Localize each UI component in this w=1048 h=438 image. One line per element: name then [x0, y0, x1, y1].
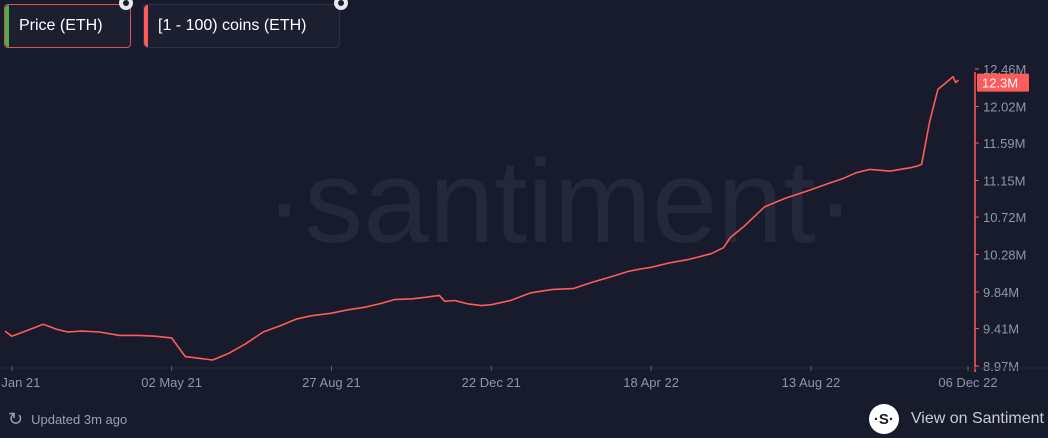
santiment-watermark: ·santiment·	[265, 136, 855, 268]
refresh-icon[interactable]: ↻	[8, 409, 24, 429]
x-tick-label: 02 May 21	[141, 375, 202, 390]
y-tick-label: 12.46M	[983, 62, 1026, 77]
y-tick-label: 12.02M	[983, 99, 1026, 114]
x-tick-label: 05 Jan 21	[0, 375, 40, 390]
legend-price-label: Price (ETH)	[19, 17, 103, 34]
x-tick-label: 27 Aug 21	[302, 375, 361, 390]
legend-coins-eth[interactable]: [1 - 100) coins (ETH)	[143, 4, 340, 48]
x-tick-label: 22 Dec 21	[462, 375, 521, 390]
x-tick-label: 13 Aug 22	[782, 375, 841, 390]
x-tick-label: 06 Dec 22	[938, 375, 997, 390]
x-tick-label: 18 Apr 22	[623, 375, 679, 390]
view-on-santiment-text: View on Santiment	[910, 410, 1044, 427]
updated-text: Updated 3m ago	[31, 411, 128, 427]
series-line	[4, 75, 959, 361]
pin-icon[interactable]	[119, 0, 133, 10]
legend-coins-label: [1 - 100) coins (ETH)	[158, 17, 307, 34]
y-tick-label: 11.15M	[983, 173, 1025, 188]
chart: ·santiment· 12.46M 12.02M 11.59M 11.15M 10.7…	[0, 62, 1048, 390]
y-tick-label: 9.84M	[983, 285, 1019, 300]
y-tick-label: 8.97M	[983, 359, 1019, 374]
y-tick-label: 10.28M	[983, 248, 1026, 263]
view-on-santiment-link[interactable]: ·S· View on Santiment	[868, 404, 1044, 434]
updated-status: ↻ Updated 3m ago	[8, 410, 127, 428]
y-tick-label: 11.59M	[983, 136, 1025, 151]
price-color-bar	[5, 5, 9, 47]
santiment-logo-icon: ·S·	[868, 404, 899, 434]
coins-color-bar	[144, 5, 148, 47]
last-value-badge	[977, 73, 1029, 92]
legend-price-eth[interactable]: Price (ETH)	[4, 4, 131, 48]
y-tick-label: 10.72M	[983, 210, 1026, 225]
y-tick-label: 9.41M	[983, 322, 1019, 337]
footer: ↻ Updated 3m ago ·S· View on Santiment	[0, 402, 1048, 438]
pin-icon[interactable]	[334, 0, 348, 10]
last-value-label: 12.3M	[982, 76, 1018, 91]
